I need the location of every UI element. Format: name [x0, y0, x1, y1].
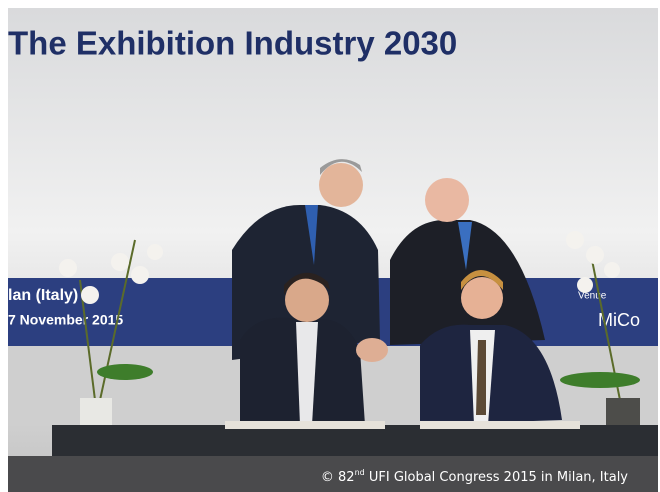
table [52, 425, 658, 456]
venue-label: Venue [578, 291, 607, 302]
person-standing-right [390, 178, 545, 345]
banner-date: 7 November 2015 [8, 312, 123, 328]
venue-name: MiCo [598, 310, 640, 330]
caption: © 82nd UFI Global Congress 2015 in Milan… [321, 468, 628, 485]
caption-suffix: UFI Global Congress 2015 in Milan, Italy [365, 470, 629, 485]
banner-city: lan (Italy) [8, 287, 78, 304]
document-left [225, 421, 385, 429]
photo: The Exhibition Industry 2030 lan (Italy)… [8, 8, 658, 456]
handshake [356, 338, 388, 362]
banner-title: The Exhibition Industry 2030 [8, 25, 457, 62]
caption-prefix: © 82 [321, 470, 355, 485]
document-right [420, 421, 580, 429]
person-seated-left [240, 272, 365, 425]
person-seated-right [420, 270, 562, 425]
caption-superscript: nd [355, 468, 365, 477]
caption-bar [8, 456, 658, 492]
